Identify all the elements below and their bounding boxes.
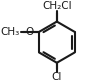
Text: CH₃: CH₃	[0, 27, 19, 37]
Text: Cl: Cl	[52, 72, 62, 82]
Text: CH₂Cl: CH₂Cl	[42, 1, 72, 11]
Text: O: O	[26, 27, 34, 37]
